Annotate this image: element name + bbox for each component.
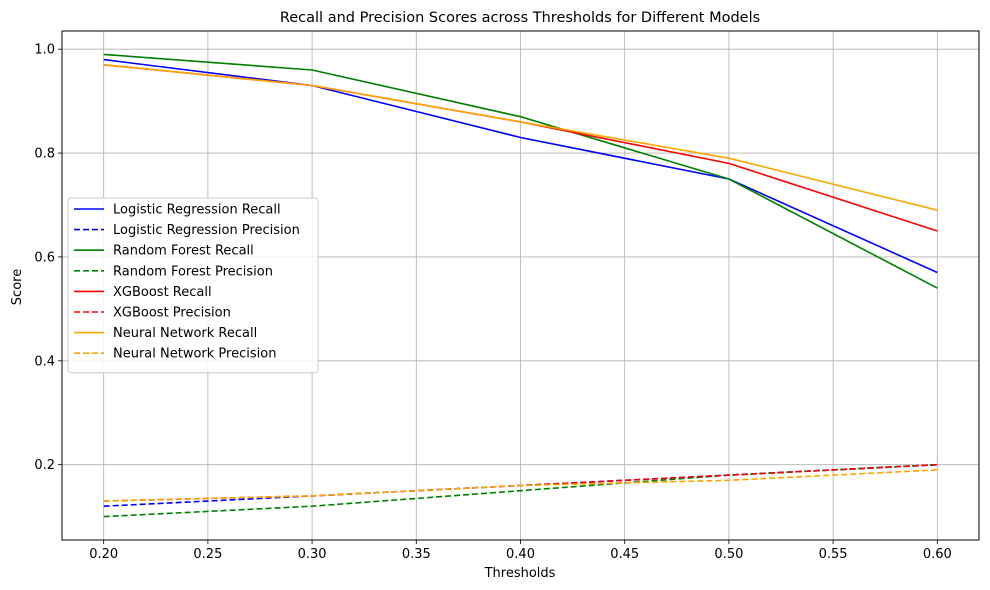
legend-label: Logistic Regression Precision bbox=[113, 223, 300, 238]
legend-label: Logistic Regression Recall bbox=[113, 203, 281, 218]
x-tick-label: 0.40 bbox=[506, 547, 535, 562]
series-line-random-forest-recall bbox=[103, 53, 938, 289]
x-tick-label: 0.20 bbox=[89, 547, 118, 562]
x-tick-label: 0.60 bbox=[923, 547, 952, 562]
x-tick-label: 0.30 bbox=[298, 547, 327, 562]
legend-label: XGBoost Precision bbox=[113, 306, 231, 321]
x-tick-label: 0.50 bbox=[714, 547, 743, 562]
legend: Logistic Regression Recall Logistic Regre… bbox=[67, 197, 319, 374]
axis-ticks: 0.20 0.25 0.30 0.35 0.40 0.45 0.50 0.55 0.60 0.2 0… bbox=[34, 43, 951, 562]
x-tick-label: 0.55 bbox=[819, 547, 848, 562]
series-line-neural-network-recall bbox=[103, 64, 938, 211]
legend-label: Neural Network Recall bbox=[113, 326, 257, 341]
legend-label: Random Forest Recall bbox=[113, 244, 254, 259]
chart-title: Recall and Precision Scores across Thres… bbox=[280, 10, 760, 26]
x-tick-label: 0.45 bbox=[610, 547, 639, 562]
x-tick-label: 0.25 bbox=[193, 547, 222, 562]
y-tick-label: 0.6 bbox=[34, 250, 55, 265]
x-tick-label: 0.35 bbox=[402, 547, 431, 562]
legend-box bbox=[67, 197, 319, 374]
y-tick-label: 1.0 bbox=[34, 43, 55, 58]
y-tick-label: 0.4 bbox=[34, 354, 55, 369]
series-line-neural-network-precision bbox=[103, 469, 938, 502]
legend-label: XGBoost Recall bbox=[113, 285, 212, 300]
y-axis-title: Score bbox=[10, 269, 25, 305]
series-line-logistic-regression-recall bbox=[103, 58, 938, 274]
y-tick-label: 0.8 bbox=[34, 147, 55, 162]
series-lines bbox=[103, 53, 938, 518]
y-tick-label: 0.2 bbox=[34, 458, 55, 473]
x-axis-title: Thresholds bbox=[484, 566, 556, 581]
legend-label: Random Forest Precision bbox=[113, 264, 273, 279]
legend-label: Neural Network Precision bbox=[113, 347, 276, 362]
